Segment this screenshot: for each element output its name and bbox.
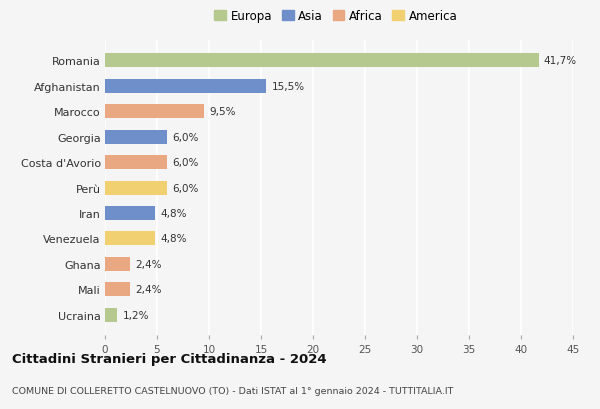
Text: COMUNE DI COLLERETTO CASTELNUOVO (TO) - Dati ISTAT al 1° gennaio 2024 - TUTTITAL: COMUNE DI COLLERETTO CASTELNUOVO (TO) - … [12, 386, 454, 395]
Bar [105, 308, 118, 322]
Text: 15,5%: 15,5% [271, 82, 305, 92]
Text: 9,5%: 9,5% [209, 107, 235, 117]
Legend: Europa, Asia, Africa, America: Europa, Asia, Africa, America [214, 10, 458, 23]
Text: 6,0%: 6,0% [173, 133, 199, 142]
Text: 41,7%: 41,7% [544, 56, 577, 66]
Bar [105, 156, 167, 170]
Text: 4,8%: 4,8% [160, 234, 187, 244]
Bar [105, 80, 266, 94]
Bar [105, 54, 539, 68]
Text: 2,4%: 2,4% [135, 259, 161, 269]
Bar [105, 181, 167, 195]
Bar [105, 232, 155, 246]
Bar [105, 130, 167, 144]
Bar [105, 207, 155, 220]
Text: Cittadini Stranieri per Cittadinanza - 2024: Cittadini Stranieri per Cittadinanza - 2… [12, 352, 326, 365]
Text: 1,2%: 1,2% [122, 310, 149, 320]
Text: 2,4%: 2,4% [135, 285, 161, 294]
Text: 4,8%: 4,8% [160, 209, 187, 218]
Text: 6,0%: 6,0% [173, 183, 199, 193]
Bar [105, 283, 130, 297]
Text: 6,0%: 6,0% [173, 158, 199, 168]
Bar [105, 105, 204, 119]
Bar [105, 257, 130, 271]
